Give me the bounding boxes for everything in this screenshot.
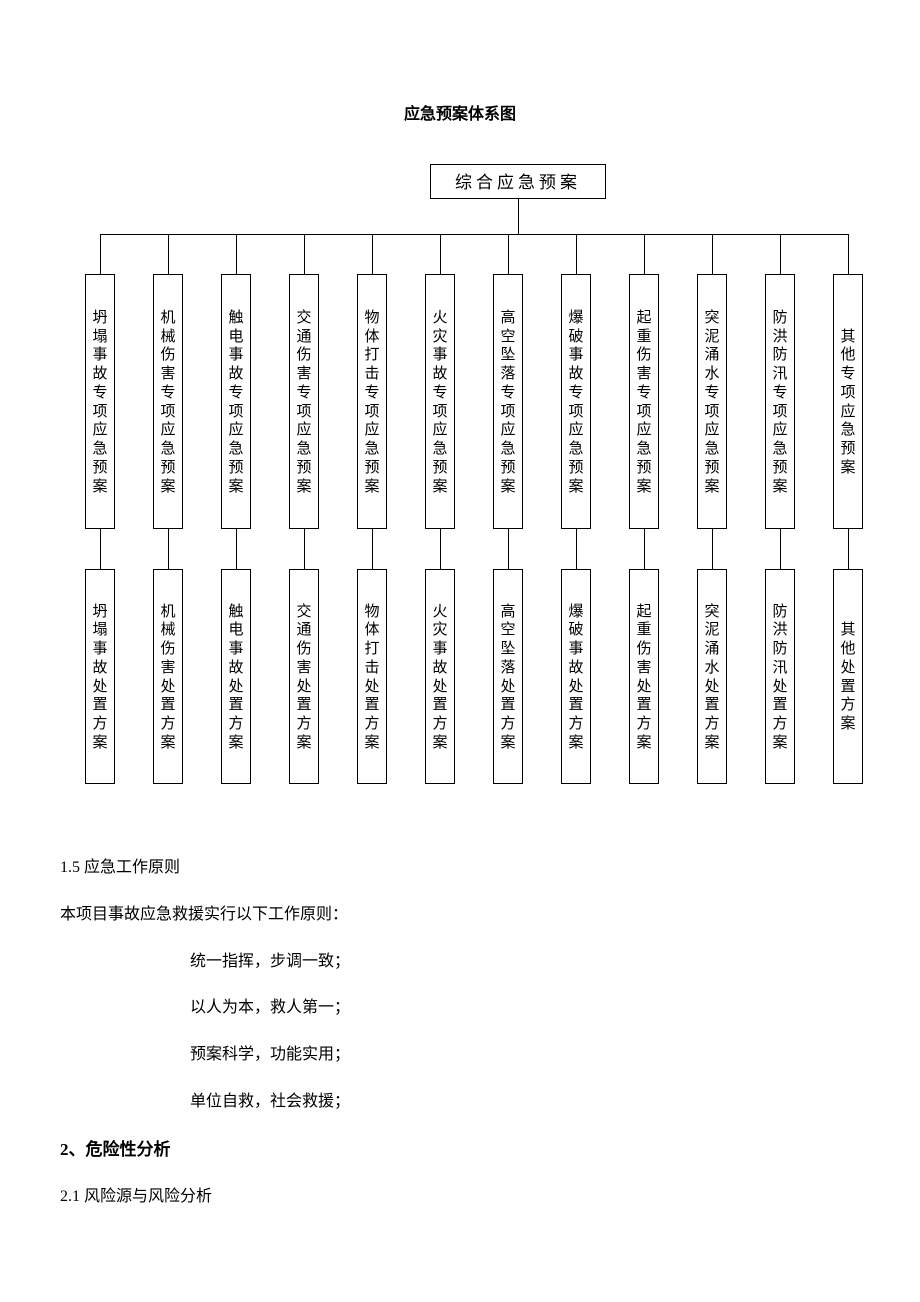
plan-node: 起重伤害专项应急预案 xyxy=(629,274,659,529)
plan-node: 突泥涌水专项应急预案 xyxy=(697,274,727,529)
disposal-node: 坍塌事故处置方案 xyxy=(85,569,115,784)
principle-4: 单位自救，社会救援； xyxy=(60,1088,860,1117)
disposal-node: 其他处置方案 xyxy=(833,569,863,784)
disposal-node: 物体打击处置方案 xyxy=(357,569,387,784)
section-1-5-heading: 1.5 应急工作原则 xyxy=(60,854,860,883)
principle-3: 预案科学，功能实用； xyxy=(60,1041,860,1070)
plan-node: 其他专项应急预案 xyxy=(833,274,863,529)
principle-2: 以人为本，救人第一； xyxy=(60,994,860,1023)
plan-node: 坍塌事故专项应急预案 xyxy=(85,274,115,529)
disposal-node: 高空坠落处置方案 xyxy=(493,569,523,784)
plan-node: 机械伤害专项应急预案 xyxy=(153,274,183,529)
section-2-1-heading: 2.1 风险源与风险分析 xyxy=(60,1183,860,1212)
plan-node: 高空坠落专项应急预案 xyxy=(493,274,523,529)
diagram-title: 应急预案体系图 xyxy=(60,100,860,124)
plan-node: 触电事故专项应急预案 xyxy=(221,274,251,529)
disposal-node: 起重伤害处置方案 xyxy=(629,569,659,784)
plan-node: 爆破事故专项应急预案 xyxy=(561,274,591,529)
disposal-node: 机械伤害处置方案 xyxy=(153,569,183,784)
plan-node: 物体打击专项应急预案 xyxy=(357,274,387,529)
principle-1: 统一指挥，步调一致； xyxy=(60,948,860,977)
disposal-node: 触电事故处置方案 xyxy=(221,569,251,784)
disposal-node: 防洪防汛处置方案 xyxy=(765,569,795,784)
plan-node: 防洪防汛专项应急预案 xyxy=(765,274,795,529)
emergency-plan-diagram: 综合应急预案坍塌事故专项应急预案坍塌事故处置方案 机械伤害专项应急预案机械伤害处置… xyxy=(60,164,860,804)
intro-paragraph: 本项目事故应急救援实行以下工作原则： xyxy=(60,901,860,930)
plan-node: 火灾事故专项应急预案 xyxy=(425,274,455,529)
section-2-heading: 2、危险性分析 xyxy=(60,1135,860,1166)
disposal-node: 火灾事故处置方案 xyxy=(425,569,455,784)
body-text: 1.5 应急工作原则 本项目事故应急救援实行以下工作原则： 统一指挥，步调一致；… xyxy=(60,854,860,1212)
disposal-node: 爆破事故处置方案 xyxy=(561,569,591,784)
document-page: 应急预案体系图 综合应急预案坍塌事故专项应急预案坍塌事故处置方案 机械伤害专项应急… xyxy=(0,0,920,1302)
disposal-node: 交通伤害处置方案 xyxy=(289,569,319,784)
root-node: 综合应急预案 xyxy=(430,164,606,199)
plan-node: 交通伤害专项应急预案 xyxy=(289,274,319,529)
disposal-node: 突泥涌水处置方案 xyxy=(697,569,727,784)
